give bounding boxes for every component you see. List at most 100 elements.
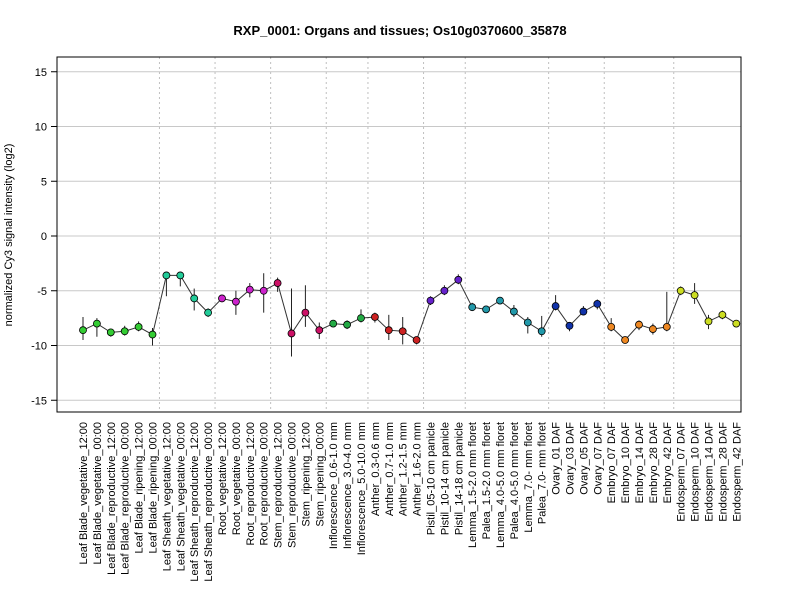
x-tick-label: Anther_0.7-1.0 mm [384, 422, 396, 516]
data-point [496, 296, 504, 305]
data-point [148, 330, 157, 339]
data-series [79, 271, 741, 357]
grid-lines [57, 71, 741, 401]
chart-title: RXP_0001: Organs and tissues; Os10g03706… [233, 23, 566, 38]
x-tick-label: Stem_ripening_00:00 [314, 422, 326, 527]
x-tick-label: Endosperm_28 DAF [717, 422, 729, 522]
data-point [593, 299, 602, 308]
series-line [82, 274, 737, 341]
x-tick-label: Inflorescence_0.6-1.0 mm [328, 422, 340, 549]
x-tick-label: Palea_1.5-2.0 mm floret [481, 422, 493, 539]
data-point [79, 326, 87, 335]
data-point [329, 319, 338, 328]
data-point [343, 320, 352, 329]
x-tick-label: Pistil_10-14 cm panicle [439, 422, 451, 535]
data-point [690, 291, 699, 300]
x-tick-label: Embryo_14 DAF [634, 422, 646, 504]
x-tick-label: Root_reproductive_12:00 [245, 422, 257, 546]
data-point [301, 308, 310, 317]
x-tick-label: Leaf Blade_reproductive_12:00 [106, 422, 118, 575]
y-tick-label: -10 [31, 341, 47, 353]
x-tick-label: Ovary_03 DAF [565, 422, 577, 495]
data-point [676, 286, 685, 295]
x-tick-label: Anther_0.3-0.6 mm [370, 422, 382, 516]
x-tick-label: Pistil_05-10 cm panicle [426, 422, 438, 535]
x-tick-label: Lemma_4.0-5.0 mm floret [495, 422, 507, 548]
data-point [579, 307, 588, 316]
y-axis-label: normalized Cy3 signal intensity (log2) [3, 144, 15, 327]
y-tick-label: -5 [37, 286, 47, 298]
x-tick-label: Endosperm_42 DAF [731, 422, 743, 522]
x-tick-label: Leaf Blade_vegetative_00:00 [92, 422, 104, 565]
y-tick-label: 15 [35, 67, 47, 79]
data-point [273, 279, 282, 287]
data-point [426, 296, 435, 305]
x-tick-label: Leaf Blade_reproductive_00:00 [120, 422, 132, 575]
y-tick-label: 10 [35, 122, 47, 134]
x-tick-label: Stem_reproductive_00:00 [287, 422, 299, 548]
data-point [218, 294, 226, 303]
data-point [357, 314, 365, 323]
x-tick-label: Endosperm_14 DAF [704, 422, 716, 522]
x-tick-label: Leaf Blade_ripening_00:00 [148, 422, 160, 554]
data-point [384, 326, 393, 335]
x-tick-label: Endosperm_10 DAF [690, 422, 702, 522]
y-axis: -15 -10 -5 0 5 10 15 [31, 67, 57, 407]
x-tick-label: Leaf Sheath_reproductive_12:00 [189, 422, 201, 582]
data-point [245, 285, 254, 294]
data-point [537, 327, 546, 336]
data-point [523, 318, 532, 327]
data-point [134, 322, 143, 331]
data-point [468, 303, 477, 312]
x-tick-label: Embryo_10 DAF [620, 422, 632, 504]
x-tick-label: Palea_7.0- mm floret [537, 422, 549, 524]
data-point [440, 286, 449, 295]
y-tick-label: 0 [41, 231, 47, 243]
data-point [704, 317, 713, 326]
x-tick-labels: Leaf Blade_vegetative_12:00 Leaf Blade_ve… [78, 422, 743, 582]
x-tick-label: Ovary_01 DAF [551, 422, 563, 495]
data-point [649, 325, 657, 333]
x-tick-label: Anther_1.2-1.5 mm [398, 422, 410, 516]
data-point [190, 294, 199, 303]
x-tick-label: Inflorescence_3.0-4.0 mm [342, 422, 354, 549]
x-tick-label: Leaf Sheath_vegetative_00:00 [175, 422, 187, 571]
data-point [398, 327, 407, 336]
x-tick-label: Lemma_1.5-2.0 mm floret [467, 422, 479, 548]
data-point [454, 275, 463, 284]
x-tick-label: Leaf Sheath_reproductive_00:00 [203, 422, 215, 582]
data-point [259, 286, 268, 295]
data-point [204, 308, 213, 317]
data-point [287, 329, 296, 338]
data-point [162, 271, 171, 280]
data-point [565, 321, 574, 330]
x-tick-label: Root_vegetative_12:00 [217, 422, 229, 535]
data-point [607, 322, 616, 331]
y-tick-label: -15 [31, 395, 47, 407]
x-tick-label: Lemma_7.0- mm floret [523, 422, 535, 533]
x-tick-label: Stem_reproductive_12:00 [273, 422, 285, 548]
x-tick-label: Embryo_42 DAF [662, 422, 674, 504]
x-tick-label: Ovary_05 DAF [578, 422, 590, 495]
data-point [106, 328, 115, 337]
x-tick-label: Ovary_07 DAF [592, 422, 604, 495]
x-tick-label: Palea_4.0-5.0 mm floret [509, 422, 521, 539]
data-point [718, 310, 727, 319]
data-point [120, 327, 129, 336]
x-tick-label: Inflorescence_5.0-10.0 mm [356, 422, 368, 555]
x-tick-label: Root_reproductive_00:00 [259, 422, 271, 546]
x-tick-label: Leaf Blade_vegetative_12:00 [78, 422, 90, 565]
y-tick-label: 5 [41, 176, 47, 188]
data-point [176, 271, 185, 280]
data-point [621, 336, 629, 344]
data-point [412, 336, 421, 344]
x-tick-label: Embryo_07 DAF [606, 422, 618, 504]
group-separators [158, 57, 675, 412]
x-tick-label: Leaf Sheath_vegetative_12:00 [161, 422, 173, 571]
x-tick-label: Embryo_28 DAF [648, 422, 660, 504]
data-point [482, 305, 491, 314]
plot-frame [56, 56, 742, 413]
x-tick-label: Stem_ripening_12:00 [300, 422, 312, 527]
x-tick-label: Anther_1.6-2.0 mm [412, 422, 424, 516]
